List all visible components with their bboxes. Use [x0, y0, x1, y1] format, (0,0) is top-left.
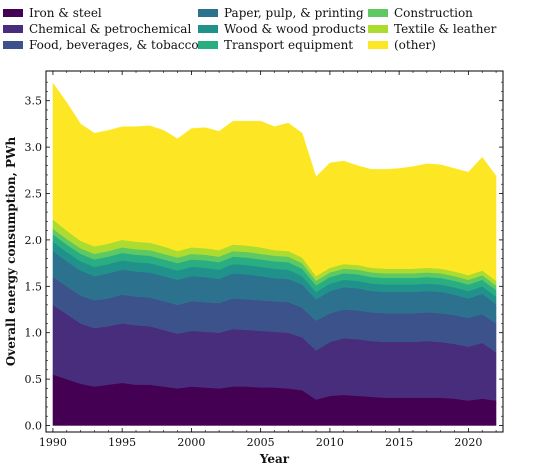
- legend-item-chemical-petrochemical: Chemical & petrochemical: [3, 22, 191, 36]
- legend-item-paper-pulp-printing: Paper, pulp, & printing: [198, 6, 364, 20]
- y-tick-label: 1.5: [25, 280, 43, 293]
- legend: Iron & steel Chemical & petrochemical Food…: [3, 6, 497, 52]
- y-tick-label: 1.0: [25, 327, 43, 340]
- legend-item-textile-leather: Textile & leather: [368, 22, 497, 36]
- legend-swatch: [3, 25, 23, 33]
- legend-item-transport-equipment: Transport equipment: [198, 38, 353, 52]
- y-tick-label: 2.0: [25, 234, 43, 247]
- x-tick-label: 2000: [177, 436, 205, 449]
- legend-swatch: [3, 41, 23, 49]
- legend-label: Chemical & petrochemical: [29, 22, 191, 36]
- y-tick-label: 0.0: [25, 420, 43, 433]
- legend-swatch: [198, 25, 218, 33]
- legend-swatch: [368, 25, 388, 33]
- legend-item-other: (other): [368, 38, 436, 52]
- legend-label: Construction: [394, 6, 473, 20]
- x-tick-label: 1995: [108, 436, 136, 449]
- y-tick-label: 2.5: [25, 187, 43, 200]
- legend-label: (other): [394, 38, 436, 52]
- y-tick-label: 0.5: [25, 373, 43, 386]
- legend-label: Wood & wood products: [224, 22, 366, 36]
- legend-swatch: [198, 41, 218, 49]
- legend-label: Paper, pulp, & printing: [224, 6, 364, 20]
- legend-swatch: [368, 41, 388, 49]
- legend-label: Transport equipment: [224, 38, 353, 52]
- x-tick-label: 2020: [454, 436, 482, 449]
- legend-swatch: [3, 9, 23, 17]
- y-tick-label: 3.5: [25, 95, 43, 108]
- legend-label: Food, beverages, & tobacco: [29, 38, 199, 52]
- x-tick-label: 2005: [247, 436, 275, 449]
- y-tick-label: 3.0: [25, 141, 43, 154]
- legend-swatch: [368, 9, 388, 17]
- legend-label: Textile & leather: [394, 22, 497, 36]
- legend-swatch: [198, 9, 218, 17]
- legend-label: Iron & steel: [29, 6, 102, 20]
- x-tick-label: 1990: [39, 436, 67, 449]
- x-tick-label: 2015: [385, 436, 413, 449]
- axes: 1990 1995 2000 2005 2010 2015 2020 0.0 0.5 1.0 1.5…: [4, 70, 504, 466]
- legend-item-construction: Construction: [368, 6, 473, 20]
- legend-item-food-beverages-tobacco: Food, beverages, & tobacco: [3, 38, 199, 52]
- area-other: [52, 82, 497, 282]
- x-axis-label: Year: [259, 452, 290, 466]
- x-tick-label: 2010: [316, 436, 344, 449]
- y-axis-label: Overall energy consumption, PWh: [4, 137, 18, 367]
- legend-item-wood-wood-products: Wood & wood products: [198, 22, 366, 36]
- plot-areas: [52, 82, 497, 426]
- legend-item-iron-steel: Iron & steel: [3, 6, 102, 20]
